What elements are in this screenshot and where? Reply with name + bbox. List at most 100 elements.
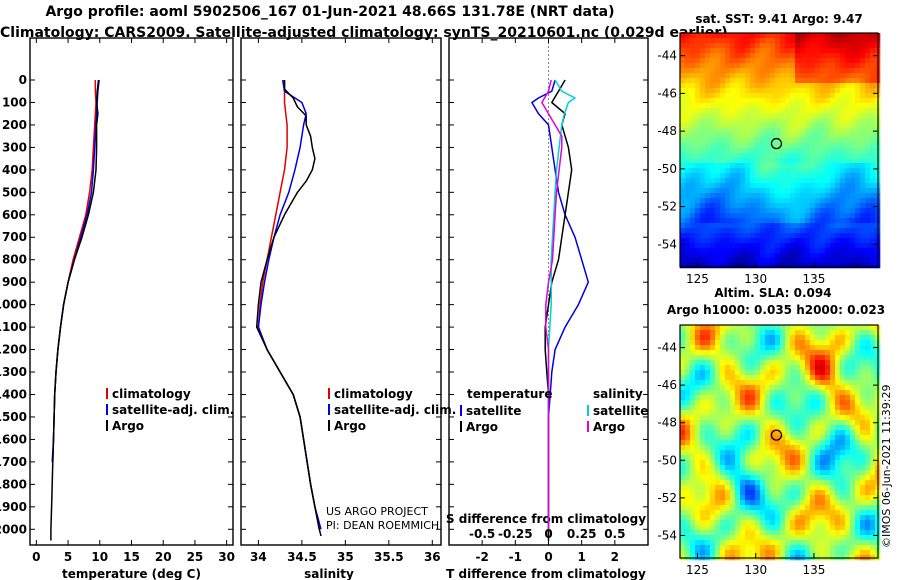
map-cell [865, 133, 871, 139]
map-cell [815, 178, 821, 184]
map-cell [815, 415, 821, 421]
map-cell [765, 228, 771, 234]
map-cell [810, 123, 816, 129]
map-cell [780, 178, 786, 184]
map-cell [860, 33, 866, 39]
map-cell [860, 173, 866, 179]
map-cell [815, 465, 821, 471]
map-cell [815, 495, 821, 501]
map-cell [710, 465, 716, 471]
map-cell [685, 223, 691, 229]
map-cell [755, 183, 761, 189]
map-cell [810, 330, 816, 336]
map-cell [870, 500, 876, 506]
map-cell [815, 43, 821, 49]
map-cell [765, 123, 771, 129]
map-cell [685, 173, 691, 179]
map-cell [715, 108, 721, 114]
map-cell [735, 238, 741, 244]
map-cell [720, 370, 726, 376]
map-cell [860, 515, 866, 521]
map-cell [870, 73, 876, 79]
map-cell [800, 335, 806, 341]
map-cell [700, 455, 706, 461]
map-cell [685, 535, 691, 541]
map-cell [800, 370, 806, 376]
map-cell [715, 325, 721, 331]
map-cell [705, 48, 711, 54]
map-cell [820, 345, 826, 351]
map-cell [720, 355, 726, 361]
map-cell [865, 520, 871, 526]
map-cell [855, 253, 861, 259]
map-cell [775, 340, 781, 346]
map-cell [695, 58, 701, 64]
map-cell [775, 325, 781, 331]
map-cell [735, 505, 741, 511]
map-cell [765, 113, 771, 119]
map-cell [700, 163, 706, 169]
map-cell [795, 355, 801, 361]
map-cell [765, 445, 771, 451]
map-cell [800, 460, 806, 466]
map-cell [690, 243, 696, 249]
map-cell [830, 340, 836, 346]
map-cell [680, 535, 686, 541]
map-cell [735, 153, 741, 159]
y-tick-label: 1800 [0, 477, 27, 491]
map-cell [800, 500, 806, 506]
map-cell [755, 218, 761, 224]
map-cell [740, 475, 746, 481]
map-cell [845, 495, 851, 501]
temp-series-argo [50, 79, 100, 541]
map-cell [835, 143, 841, 149]
map-cell [855, 223, 861, 229]
map-cell [730, 475, 736, 481]
map-cell [805, 400, 811, 406]
map-cell [685, 193, 691, 199]
map-cell [835, 63, 841, 69]
map-cell [695, 475, 701, 481]
map-cell [795, 143, 801, 149]
map-cell [720, 465, 726, 471]
map-cell [765, 83, 771, 89]
map-cell [735, 188, 741, 194]
map-cell [780, 108, 786, 114]
map-cell [865, 460, 871, 466]
map-cell [730, 168, 736, 174]
map-cell [750, 435, 756, 441]
map-cell [695, 540, 701, 546]
map-cell [680, 38, 686, 44]
map-cell [780, 440, 786, 446]
map-cell [790, 445, 796, 451]
map-cell [815, 198, 821, 204]
map-cell [765, 168, 771, 174]
map-cell [735, 53, 741, 59]
map-cell [800, 78, 806, 84]
map-cell [830, 198, 836, 204]
map-cell [705, 193, 711, 199]
map-cell [835, 193, 841, 199]
map-cell [770, 248, 776, 254]
map-cell [735, 340, 741, 346]
map-cell [770, 395, 776, 401]
map-cell [725, 540, 731, 546]
map-cell [745, 335, 751, 341]
map-cell [815, 78, 821, 84]
map-cell [820, 515, 826, 521]
map-cell [860, 43, 866, 49]
map-cell [840, 188, 846, 194]
map-cell [740, 78, 746, 84]
map-cell [780, 93, 786, 99]
map-cell [720, 188, 726, 194]
map-cell [715, 465, 721, 471]
map-cell [695, 385, 701, 391]
map-cell [695, 370, 701, 376]
sal-annotation-line-1: US ARGO PROJECT [326, 505, 428, 518]
map-cell [745, 213, 751, 219]
map-cell [835, 113, 841, 119]
map-cell [835, 425, 841, 431]
map-cell [700, 168, 706, 174]
map-cell [785, 390, 791, 396]
map-cell [750, 475, 756, 481]
